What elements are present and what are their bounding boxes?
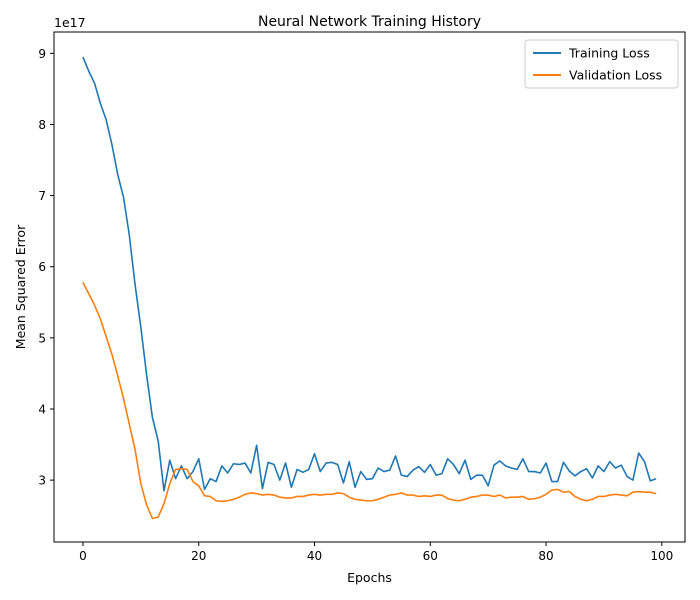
y-axis-label: Mean Squared Error	[13, 224, 28, 349]
y-tick-label: 8	[38, 118, 46, 132]
legend: Training Loss Validation Loss	[524, 39, 679, 89]
series-line-training-loss	[82, 56, 657, 492]
x-tick-label: 80	[538, 549, 553, 563]
y-tick-label: 7	[38, 189, 46, 203]
x-tick-label: 0	[79, 549, 87, 563]
chart-title: Neural Network Training History	[258, 14, 481, 30]
y-tick-label: 6	[38, 260, 46, 274]
legend-frame	[524, 39, 679, 89]
y-tick-label: 3	[38, 474, 46, 488]
y-tick-label: 9	[38, 47, 46, 61]
y-tick-label: 4	[38, 402, 46, 416]
y-axis: 3 4 5 6 7 8 9	[38, 47, 54, 488]
x-axis-label: Epochs	[347, 570, 392, 585]
axes-frame	[53, 31, 686, 543]
x-tick-label: 60	[423, 549, 438, 563]
legend-label-validation: Validation Loss	[569, 68, 662, 83]
legend-label-training: Training Loss	[568, 46, 650, 61]
x-tick-label: 40	[307, 549, 322, 563]
x-tick-label: 20	[191, 549, 206, 563]
y-offset-label: 1e17	[54, 15, 86, 30]
x-axis: 0 20 40 60 80 100	[79, 542, 673, 563]
x-tick-label: 100	[650, 549, 673, 563]
y-tick-label: 5	[38, 331, 46, 345]
plot-area	[82, 56, 657, 520]
series-line-validation-loss	[82, 282, 657, 520]
